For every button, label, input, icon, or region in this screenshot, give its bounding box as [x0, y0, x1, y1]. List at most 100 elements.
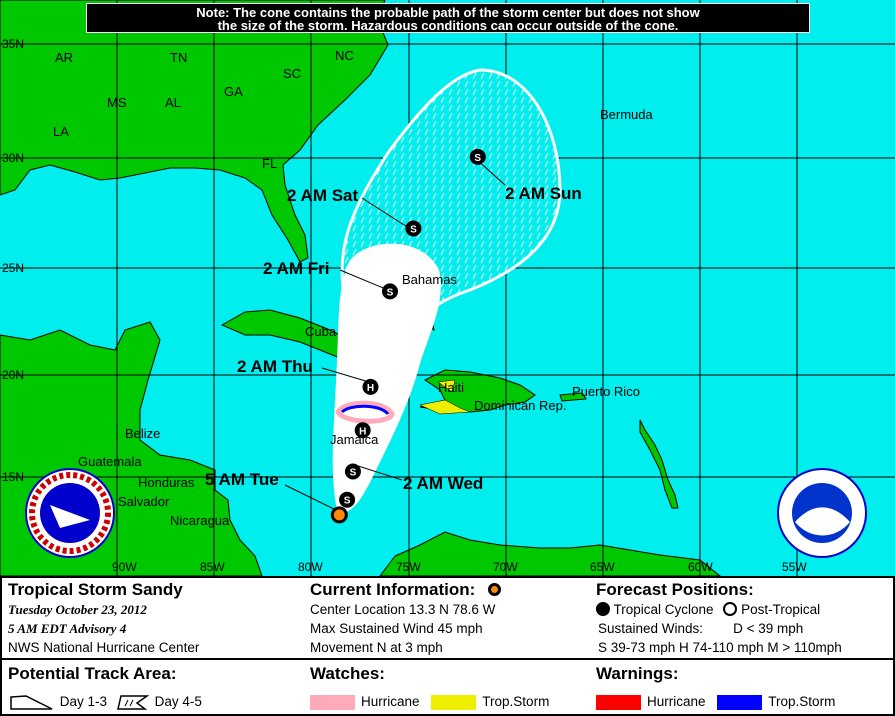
post-tropical-icon [723, 602, 738, 616]
place-label: Belize [125, 426, 160, 441]
hurricane-watch-jamaica [335, 400, 395, 424]
place-label: TN [170, 50, 187, 65]
place-label: Bermuda [600, 107, 654, 122]
time-label: 5 AM Tue [205, 470, 279, 489]
place-label: Salvador [118, 494, 170, 509]
time-labels: 5 AM Tue 2 AM Wed 2 AM Thu 2 AM Fri 2 AM… [205, 184, 582, 493]
current-position-icon [488, 583, 502, 596]
sustained-winds-label: Sustained Winds: [598, 621, 704, 636]
intensity-symbol: H [359, 426, 366, 437]
day-1-3-icon [10, 695, 53, 711]
day-4-5-icon [116, 695, 150, 711]
lon-label: 70W [493, 560, 518, 574]
current-title: Current Information: [310, 580, 476, 599]
forecast-position-marker [344, 463, 361, 480]
lon-label: 90W [112, 560, 137, 574]
ts-warning-jamaica [340, 404, 390, 416]
lon-labels: 90W 85W 80W 75W 70W 65W 60W 55W [112, 560, 807, 574]
time-label: 2 AM Wed [403, 474, 483, 493]
watches-legend: Watches: Hurricane Trop.Storm [310, 664, 549, 711]
hurricane-warning-label: Hurricane [647, 694, 706, 709]
day-1-3-label: Day 1-3 [59, 694, 108, 709]
track-area-legend: Potential Track Area: Day 1-3 Day 4-5 [8, 664, 202, 711]
watches-warnings [335, 379, 471, 424]
place-label: MS [107, 95, 127, 110]
place-label: Bahamas [402, 272, 457, 287]
cone [332, 68, 562, 513]
intensity-symbol: S [350, 467, 357, 478]
place-label: GA [224, 84, 243, 99]
forecast-position-marker [405, 220, 422, 237]
shm-ranges: S 39-73 mph H 74-110 mph M > 110mph [598, 640, 842, 655]
current-info: Current Information: Center Location 13.… [310, 580, 502, 657]
watches-title: Watches: [310, 664, 385, 683]
tropical-cyclone-label: Tropical Cyclone [613, 602, 714, 617]
note-line-2: the size of the storm. Hazardous conditi… [217, 18, 679, 33]
storm-info: Tropical Storm Sandy Tuesday October 23,… [8, 580, 199, 657]
place-label: SC [283, 66, 301, 81]
forecast-position-marker [354, 422, 371, 439]
lon-label: 55W [782, 560, 807, 574]
hurricane-watch-swatch [310, 694, 355, 710]
note-line-1: Note: The cone contains the probable pat… [196, 5, 700, 20]
forecast-info: Forecast Positions: Tropical Cyclone Pos… [596, 580, 842, 657]
storm-name: Tropical Storm Sandy [8, 580, 183, 599]
place-label: Puerto Rico [572, 384, 640, 399]
us-southeast [0, 0, 389, 263]
ts-warning-swatch [717, 694, 763, 710]
forecast-position-marker [339, 491, 356, 508]
lon-label: 80W [298, 560, 323, 574]
lon-label: 65W [590, 560, 615, 574]
place-label: Cuba [305, 324, 337, 339]
warnings-legend: Warnings: Hurricane Trop.Storm [596, 664, 835, 711]
storm-track-map: S S H H S S S 35N 30N 25N 20N 15N 90W 85W 80W … [0, 0, 895, 576]
intensity-symbol: S [387, 287, 394, 298]
place-label: NC [335, 48, 354, 63]
hurricane-warning-swatch [596, 694, 641, 710]
center-location: Center Location 13.3 N 78.6 W [310, 602, 496, 617]
post-tropical-label: Post-Tropical [741, 602, 821, 617]
legend-panel: Tropical Storm Sandy Tuesday October 23,… [0, 576, 895, 716]
puerto-rico [559, 392, 587, 402]
legend-divider [2, 658, 893, 660]
current-position-marker [330, 506, 348, 524]
lon-label: 85W [200, 560, 225, 574]
lesser-antilles [639, 419, 679, 509]
issuing-center: NWS National Hurricane Center [8, 640, 200, 655]
place-label: LA [53, 124, 69, 139]
noaa-logo [777, 468, 867, 558]
time-label: 2 AM Fri [263, 259, 329, 278]
nws-logo [25, 468, 115, 558]
lat-label: 35N [2, 37, 24, 51]
max-wind: Max Sustained Wind 45 mph [310, 621, 483, 636]
ts-watch-haiti [419, 379, 471, 415]
place-label: AL [165, 95, 181, 110]
time-label: 2 AM Sun [505, 184, 582, 203]
warnings-title: Warnings: [596, 664, 679, 683]
intensity-symbol: S [410, 224, 417, 235]
forecast-position-marker [362, 378, 379, 395]
forecast-title: Forecast Positions: [596, 580, 754, 599]
lat-labels: 35N 30N 25N 20N 15N [2, 37, 24, 484]
place-label: FL [262, 156, 277, 171]
forecast-position-marker [382, 283, 398, 300]
place-label: Dominican Rep. [474, 398, 567, 413]
ts-warning-label: Trop.Storm [768, 694, 836, 709]
lon-label: 75W [396, 560, 421, 574]
place-label: Jamaica [330, 432, 379, 447]
lat-label: 15N [2, 470, 24, 484]
intensity-symbol: S [474, 153, 481, 164]
track-title: Potential Track Area: [8, 664, 177, 683]
place-label: AR [55, 50, 73, 65]
tropical-cyclone-icon [596, 602, 610, 616]
place-labels: AR TN NC SC GA MS AL LA FL Bermuda Baham… [53, 48, 654, 528]
place-label: Guatemala [78, 454, 142, 469]
d-range: D < 39 mph [733, 621, 804, 636]
time-label: 2 AM Thu [237, 357, 313, 376]
intensity-symbol: H [367, 383, 374, 394]
movement: Movement N at 3 mph [310, 640, 443, 655]
ts-watch-swatch [431, 694, 477, 710]
storm-date: Tuesday October 23, 2012 [8, 602, 147, 617]
lat-label: 30N [2, 151, 24, 165]
intensity-symbol: S [344, 496, 351, 507]
